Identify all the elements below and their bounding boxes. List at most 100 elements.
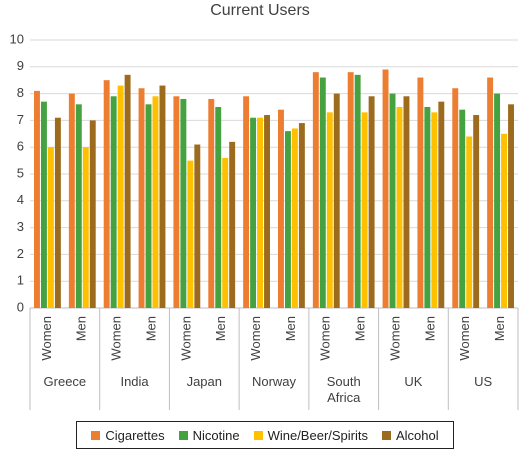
x-tick-label: Women: [387, 316, 402, 361]
bar: [152, 96, 159, 308]
bar: [103, 80, 110, 308]
bar: [34, 90, 40, 308]
x-tick-label: Men: [213, 316, 228, 341]
bar: [403, 96, 410, 308]
bar: [452, 88, 459, 309]
legend-item: Wine/Beer/Spirits: [253, 427, 368, 443]
chart-title: Current Users: [210, 2, 310, 19]
bar: [187, 160, 194, 308]
bar: [396, 107, 403, 308]
y-tick-label: 6: [17, 139, 24, 154]
x-tick-label: Women: [178, 316, 193, 361]
bar: [68, 93, 75, 308]
bar: [47, 147, 54, 308]
bar: [319, 77, 326, 309]
bar: [368, 96, 375, 308]
bar: [417, 77, 424, 309]
bar: [110, 96, 117, 308]
x-tick-label: Men: [353, 316, 368, 341]
bar: [159, 85, 166, 308]
x-tick-label: Men: [143, 316, 158, 341]
group-label: Japan: [186, 374, 222, 389]
bar: [180, 98, 187, 309]
bar: [257, 117, 264, 308]
y-tick-label: 2: [17, 246, 24, 261]
group-label: US: [474, 374, 493, 389]
bar: [82, 147, 89, 308]
bar: [459, 109, 466, 309]
bar: [284, 131, 291, 308]
x-tick-label: Women: [457, 316, 472, 361]
bar: [138, 88, 145, 309]
legend-label: Nicotine: [192, 427, 240, 443]
y-tick-label: 8: [17, 85, 24, 100]
y-tick-label: 3: [17, 219, 24, 234]
y-tick-label: 4: [17, 192, 24, 207]
bar: [431, 112, 438, 308]
bar: [278, 109, 284, 309]
bar: [208, 98, 215, 309]
bar: [466, 136, 473, 308]
legend-item: Alcohol: [382, 428, 439, 443]
bar: [389, 93, 396, 308]
bar: [124, 74, 131, 308]
bar: [291, 128, 298, 308]
group-label: Greece: [43, 374, 87, 389]
group-label: South Africa: [326, 374, 361, 405]
y-tick-label: 10: [10, 31, 24, 46]
bar: [298, 123, 305, 308]
legend-swatch: [253, 430, 263, 440]
bar: [361, 112, 368, 308]
group-label: UK: [404, 374, 423, 389]
bar: [326, 112, 333, 308]
bar: [347, 72, 354, 308]
bar: [354, 74, 361, 308]
bar: [89, 120, 96, 309]
bar: [40, 101, 47, 308]
bar: [508, 104, 514, 308]
bar: [215, 107, 222, 308]
x-tick-label: Men: [74, 316, 89, 341]
bar: [194, 144, 201, 308]
legend-label: Alcohol: [396, 427, 439, 443]
x-tick-label: Women: [39, 316, 54, 361]
bar: [117, 85, 124, 308]
bar: [173, 96, 180, 308]
legend-item: Nicotine: [178, 427, 240, 443]
x-tick-label: Women: [109, 316, 124, 361]
bar: [243, 96, 250, 308]
legend-swatch: [91, 430, 101, 440]
bar: [222, 157, 229, 308]
x-tick-label: Men: [492, 316, 507, 341]
bar: [312, 72, 319, 308]
legend-label: Cigarettes: [105, 427, 165, 443]
x-tick-label: Women: [318, 316, 333, 361]
legend: Cigarettes Nicotine Wine/Beer/Spirits Alcoh…: [76, 421, 454, 449]
bar: [54, 117, 61, 308]
bar: [424, 107, 431, 308]
legend-item: Cigarettes: [91, 427, 165, 443]
x-tick-label: Women: [248, 316, 263, 361]
bar: [487, 77, 494, 309]
y-tick-label: 9: [17, 58, 24, 73]
legend-label: Wine/Beer/Spirits: [267, 427, 368, 443]
y-tick-label: 0: [17, 299, 24, 314]
bar: [333, 93, 340, 308]
bar: [501, 133, 508, 308]
bar: [145, 104, 152, 308]
bar: [438, 101, 445, 308]
bar: [494, 93, 501, 308]
legend-swatch: [178, 430, 188, 440]
y-tick-label: 5: [17, 165, 24, 180]
x-tick-label: Men: [422, 316, 437, 341]
x-tick-label: Men: [283, 316, 298, 341]
y-tick-label: 7: [17, 112, 24, 127]
bar: [229, 141, 236, 308]
bar: [250, 117, 257, 308]
bar: [75, 104, 82, 308]
y-tick-label: 1: [17, 273, 24, 288]
legend-swatch: [382, 430, 391, 440]
bar: [264, 115, 270, 308]
